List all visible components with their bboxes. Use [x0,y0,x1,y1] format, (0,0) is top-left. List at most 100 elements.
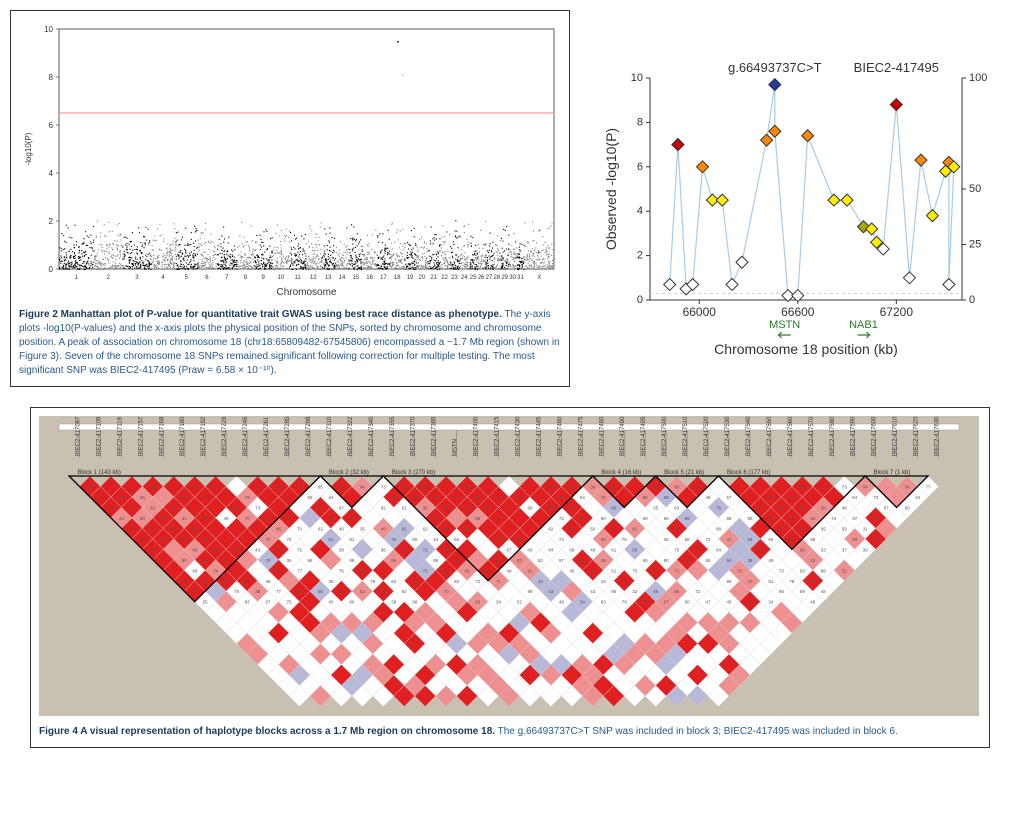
svg-text:93: 93 [800,568,806,573]
svg-text:BIEC2-417495: BIEC2-417495 [854,60,939,75]
svg-text:79: 79 [245,495,251,500]
svg-text:NAB1: NAB1 [849,319,878,331]
svg-text:90: 90 [664,558,670,563]
svg-text:50: 50 [140,516,146,521]
svg-text:65: 65 [632,547,638,552]
svg-text:68: 68 [664,495,670,500]
svg-text:20: 20 [419,275,426,281]
svg-text:74: 74 [831,516,837,521]
svg-text:94: 94 [580,495,586,500]
svg-text:43: 43 [601,579,607,584]
svg-text:BIEC2-417157: BIEC2-417157 [138,416,144,456]
svg-text:86: 86 [349,600,355,605]
svg-text:4: 4 [637,205,643,217]
svg-text:88: 88 [726,516,732,521]
svg-text:8: 8 [244,275,248,281]
svg-text:36: 36 [161,516,167,521]
ld-heatmap: BIEC2-417087BIEC2-417109BIEC2-417119BIEC… [39,416,979,716]
svg-text:Block 4 (16 kb): Block 4 (16 kb) [601,470,641,476]
svg-text:72: 72 [286,516,292,521]
svg-text:43: 43 [590,589,596,594]
svg-text:66: 66 [800,547,806,552]
svg-text:7: 7 [225,275,229,281]
svg-text:98: 98 [685,516,691,521]
svg-text:96: 96 [224,579,230,584]
svg-text:98: 98 [412,600,418,605]
svg-text:42: 42 [496,516,502,521]
svg-text:13: 13 [325,275,332,281]
svg-text:45: 45 [653,589,659,594]
svg-text:Block 1 (143 kb): Block 1 (143 kb) [77,470,120,476]
svg-text:95: 95 [611,589,617,594]
svg-text:72: 72 [475,579,481,584]
svg-text:39: 39 [590,484,596,489]
svg-text:91: 91 [758,505,764,510]
svg-text:BIEC2-417480: BIEC2-417480 [599,416,605,456]
svg-text:95: 95 [726,579,732,584]
svg-text:BIEC2-417415: BIEC2-417415 [495,416,501,456]
svg-text:73: 73 [842,484,848,489]
regional-plot: 024681002550100660006660067200g.66493737… [600,60,1000,360]
svg-text:48: 48 [821,589,827,594]
svg-text:57: 57 [213,484,219,489]
svg-text:88: 88 [821,568,827,573]
svg-text:71: 71 [496,579,502,584]
svg-text:Block 7 (1 kb): Block 7 (1 kb) [874,470,911,476]
svg-text:97: 97 [559,558,565,563]
svg-text:10: 10 [44,25,53,34]
svg-text:48: 48 [266,579,272,584]
svg-text:47: 47 [706,600,712,605]
svg-text:54: 54 [161,537,167,542]
svg-text:84: 84 [182,495,188,500]
svg-text:70: 70 [234,589,240,594]
svg-text:6: 6 [637,161,643,173]
svg-text:43: 43 [203,579,209,584]
svg-text:87: 87 [758,547,764,552]
svg-text:35: 35 [360,526,366,531]
svg-text:91: 91 [297,589,303,594]
svg-text:96: 96 [611,505,617,510]
svg-text:63: 63 [580,558,586,563]
svg-text:86: 86 [276,547,282,552]
svg-text:44: 44 [328,495,334,500]
figure-4-caption: Figure 4 A visual representation of hapl… [39,725,981,739]
svg-text:51: 51 [328,537,334,542]
svg-text:46: 46 [611,484,617,489]
svg-text:70: 70 [245,516,251,521]
svg-text:45: 45 [486,505,492,510]
svg-text:BIEC2-417510: BIEC2-417510 [683,416,689,456]
svg-text:72: 72 [559,516,565,521]
svg-text:BIEC2-417460: BIEC2-417460 [557,416,563,456]
svg-text:81: 81 [129,505,135,510]
svg-text:61: 61 [402,505,408,510]
svg-text:99: 99 [852,537,858,542]
svg-text:39: 39 [339,547,345,552]
svg-text:77: 77 [276,589,282,594]
svg-text:89: 89 [810,537,816,542]
svg-text:80: 80 [821,484,827,489]
svg-text:17: 17 [380,275,387,281]
svg-text:92: 92 [402,589,408,594]
svg-text:72: 72 [695,589,701,594]
svg-text:83: 83 [601,600,607,605]
svg-text:72: 72 [423,547,429,552]
svg-text:41: 41 [150,505,156,510]
svg-text:60: 60 [695,484,701,489]
svg-text:75: 75 [286,600,292,605]
svg-text:75: 75 [297,547,303,552]
svg-text:45: 45 [800,526,806,531]
svg-text:77: 77 [926,484,932,489]
svg-text:62: 62 [318,526,324,531]
svg-text:50: 50 [969,183,981,195]
svg-text:96: 96 [664,516,670,521]
svg-text:100: 100 [969,72,987,84]
svg-text:56: 56 [307,495,313,500]
svg-text:BIEC2-417298: BIEC2-417298 [306,416,312,456]
svg-text:31: 31 [863,526,869,531]
svg-text:69: 69 [643,516,649,521]
svg-text:50: 50 [465,568,471,573]
svg-text:65: 65 [433,495,439,500]
svg-text:71: 71 [339,484,345,489]
svg-text:88: 88 [349,558,355,563]
svg-text:6: 6 [205,275,209,281]
